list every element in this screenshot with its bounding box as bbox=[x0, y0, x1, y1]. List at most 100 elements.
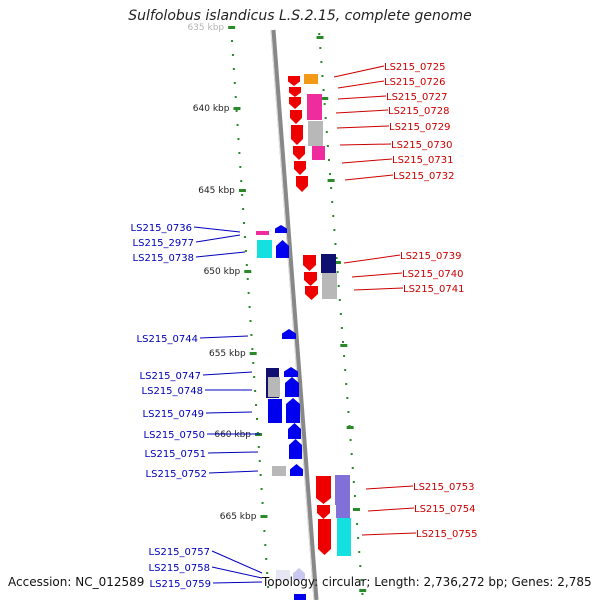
left-dot bbox=[233, 82, 236, 84]
gene-ls215-0738 bbox=[257, 240, 272, 258]
gene-arrow bbox=[288, 76, 300, 86]
gene-label-ls215-0740[interactable]: LS215_0740 bbox=[402, 269, 463, 280]
left-dot bbox=[250, 334, 253, 336]
gene-label-ls215-0758[interactable]: LS215_0758 bbox=[149, 563, 210, 574]
gene-label-ls215-0741[interactable]: LS215_0741 bbox=[403, 284, 464, 295]
right-dot bbox=[351, 467, 354, 469]
leader-line bbox=[208, 470, 259, 474]
gene-label-ls215-0759[interactable]: LS215_0759 bbox=[150, 579, 211, 590]
left-dot bbox=[255, 404, 258, 406]
gene-label-ls215-0739[interactable]: LS215_0739 bbox=[400, 251, 461, 262]
gene-ls215-0754 bbox=[336, 505, 350, 518]
gene-label-ls215-0726[interactable]: LS215_0726 bbox=[384, 77, 445, 88]
gene-arrow bbox=[290, 464, 303, 476]
right-dot bbox=[347, 411, 350, 413]
kbp-tick bbox=[233, 107, 241, 110]
genome-summary: Topology: circular; Length: 2,736,272 bp… bbox=[262, 575, 592, 589]
kbp-tick bbox=[260, 515, 268, 518]
left-dot bbox=[231, 40, 233, 42]
gene-ls215-0731 bbox=[312, 146, 325, 160]
gene-ls215-0755 bbox=[337, 518, 351, 556]
gene-label-ls215-0731[interactable]: LS215_0731 bbox=[392, 155, 453, 166]
right-dot bbox=[339, 313, 342, 315]
right-dot bbox=[332, 215, 335, 217]
left-dot bbox=[252, 362, 255, 364]
gene-label-ls215-0725[interactable]: LS215_0725 bbox=[384, 62, 445, 73]
left-dot bbox=[249, 320, 252, 322]
genome-backbone bbox=[270, 29, 319, 600]
gene-arrow bbox=[284, 367, 298, 377]
left-dot bbox=[266, 572, 269, 574]
left-dot bbox=[251, 348, 254, 350]
gene-label-ls215-0747[interactable]: LS215_0747 bbox=[140, 371, 201, 382]
right-kbp-tick bbox=[340, 344, 348, 347]
gene-label-ls215-0730[interactable]: LS215_0730 bbox=[391, 140, 452, 151]
leader-line bbox=[343, 254, 401, 264]
gene-label-ls215-2977[interactable]: LS215_2977 bbox=[133, 238, 194, 249]
gene-arrow bbox=[289, 87, 301, 97]
gene-label-ls215-0748[interactable]: LS215_0748 bbox=[142, 386, 203, 397]
gene-label-ls215-0732[interactable]: LS215_0732 bbox=[393, 171, 454, 182]
left-dot bbox=[234, 96, 237, 98]
leader-line bbox=[336, 125, 390, 129]
gene-arrow bbox=[289, 97, 301, 109]
gene-ls215-0729 bbox=[308, 121, 323, 146]
left-dot bbox=[243, 236, 246, 238]
leader-line bbox=[205, 411, 253, 414]
right-dot bbox=[330, 187, 333, 189]
left-dot bbox=[238, 152, 241, 154]
leader-line bbox=[367, 507, 415, 512]
right-dot bbox=[357, 537, 360, 539]
right-kbp-tick bbox=[316, 36, 324, 39]
leader-line bbox=[193, 226, 241, 233]
gene-ls215-0739 bbox=[321, 254, 336, 273]
gene-label-ls215-0738[interactable]: LS215_0738 bbox=[133, 253, 194, 264]
leader-line bbox=[341, 158, 393, 164]
gene-ls215-0759 bbox=[294, 594, 306, 600]
gene-label-ls215-0728[interactable]: LS215_0728 bbox=[388, 106, 449, 117]
gene-label-ls215-0750[interactable]: LS215_0750 bbox=[144, 430, 205, 441]
kbp-tick bbox=[238, 189, 246, 192]
gene-label-ls215-0749[interactable]: LS215_0749 bbox=[143, 409, 204, 420]
gene-label-ls215-0729[interactable]: LS215_0729 bbox=[389, 122, 450, 133]
leader-line bbox=[335, 109, 389, 114]
gene-label-ls215-0754[interactable]: LS215_0754 bbox=[414, 504, 475, 515]
right-dot bbox=[326, 145, 329, 147]
left-dot bbox=[243, 222, 246, 224]
gene-label-ls215-0757[interactable]: LS215_0757 bbox=[149, 547, 210, 558]
kbp-tick bbox=[244, 270, 252, 273]
gene-label-ls215-0753[interactable]: LS215_0753 bbox=[413, 482, 474, 493]
gene-label-ls215-0744[interactable]: LS215_0744 bbox=[137, 334, 198, 345]
left-dot bbox=[257, 446, 260, 448]
kbp-label: 660 kbp bbox=[214, 430, 251, 440]
kbp-tick bbox=[228, 26, 236, 29]
gene-arrow bbox=[317, 505, 330, 519]
right-kbp-tick bbox=[321, 97, 329, 100]
right-dot bbox=[324, 117, 327, 119]
left-dot bbox=[235, 110, 238, 112]
right-kbp-tick bbox=[359, 589, 367, 592]
right-dot bbox=[323, 103, 326, 105]
left-dot bbox=[261, 502, 264, 504]
gene-arrow bbox=[285, 377, 299, 397]
accession-label: Accession: NC_012589 bbox=[8, 575, 145, 589]
right-dot bbox=[337, 285, 340, 287]
left-dot bbox=[267, 586, 270, 588]
right-dot bbox=[338, 299, 341, 301]
leader-line bbox=[195, 234, 241, 243]
gene-label-ls215-0755[interactable]: LS215_0755 bbox=[416, 529, 477, 540]
gene-ls215-0744 bbox=[282, 329, 296, 339]
left-dot bbox=[236, 124, 239, 126]
right-dot bbox=[349, 439, 352, 441]
gene-arrow bbox=[318, 519, 331, 555]
leader-line bbox=[333, 65, 385, 78]
gene-label-ls215-0736[interactable]: LS215_0736 bbox=[131, 223, 192, 234]
right-kbp-tick bbox=[333, 261, 341, 264]
gene-label-ls215-0727[interactable]: LS215_0727 bbox=[386, 92, 447, 103]
gene-label-ls215-0752[interactable]: LS215_0752 bbox=[146, 469, 207, 480]
gene-arrow bbox=[291, 125, 303, 145]
left-dot bbox=[241, 194, 244, 196]
left-dot bbox=[260, 488, 263, 490]
gene-label-ls215-0751[interactable]: LS215_0751 bbox=[145, 449, 206, 460]
